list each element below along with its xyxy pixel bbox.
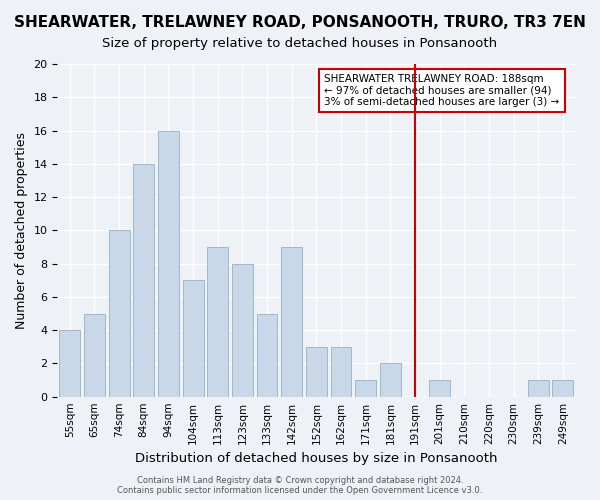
Bar <box>182 280 203 396</box>
Bar <box>306 347 327 397</box>
Bar <box>232 264 253 396</box>
Y-axis label: Number of detached properties: Number of detached properties <box>15 132 28 329</box>
Bar <box>133 164 154 396</box>
Text: Contains HM Land Registry data © Crown copyright and database right 2024.
Contai: Contains HM Land Registry data © Crown c… <box>118 476 482 495</box>
Bar <box>84 314 105 396</box>
Bar <box>355 380 376 396</box>
Bar <box>429 380 450 396</box>
Bar <box>158 130 179 396</box>
X-axis label: Distribution of detached houses by size in Ponsanooth: Distribution of detached houses by size … <box>135 452 497 465</box>
Text: SHEARWATER TRELAWNEY ROAD: 188sqm
← 97% of detached houses are smaller (94)
3% o: SHEARWATER TRELAWNEY ROAD: 188sqm ← 97% … <box>324 74 559 107</box>
Bar <box>207 247 228 396</box>
Bar <box>281 247 302 396</box>
Text: Size of property relative to detached houses in Ponsanooth: Size of property relative to detached ho… <box>103 38 497 51</box>
Bar <box>331 347 352 397</box>
Text: SHEARWATER, TRELAWNEY ROAD, PONSANOOTH, TRURO, TR3 7EN: SHEARWATER, TRELAWNEY ROAD, PONSANOOTH, … <box>14 15 586 30</box>
Bar <box>109 230 130 396</box>
Bar <box>380 364 401 396</box>
Bar <box>257 314 277 396</box>
Bar <box>553 380 574 396</box>
Bar <box>528 380 549 396</box>
Bar <box>59 330 80 396</box>
